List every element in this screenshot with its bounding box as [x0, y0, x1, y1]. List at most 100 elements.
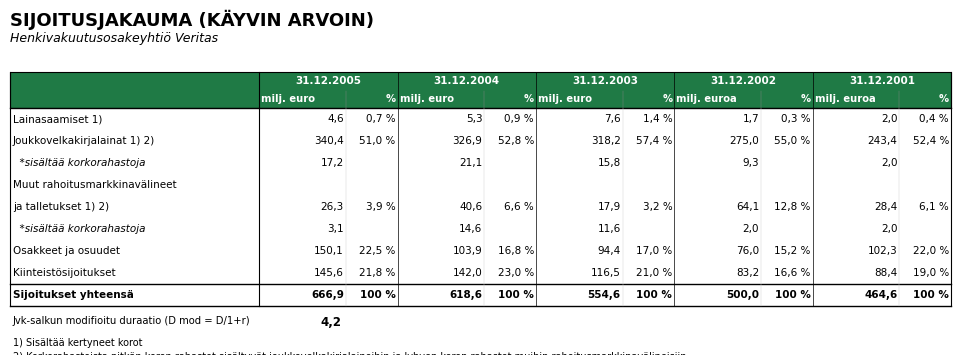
Text: 100 %: 100 %: [637, 290, 672, 300]
Bar: [10, 108, 951, 130]
Text: 26,3: 26,3: [320, 202, 344, 212]
Text: 464,6: 464,6: [864, 290, 898, 300]
Text: 22,5 %: 22,5 %: [360, 246, 396, 256]
Text: %: %: [939, 94, 949, 104]
Text: 9,3: 9,3: [742, 158, 759, 168]
Text: 19,0 %: 19,0 %: [913, 268, 949, 278]
Text: milj. euroa: milj. euroa: [676, 94, 737, 104]
Bar: [812, 91, 900, 108]
Text: 12,8 %: 12,8 %: [774, 202, 810, 212]
Text: 64,1: 64,1: [736, 202, 759, 212]
Text: 16,6 %: 16,6 %: [774, 268, 810, 278]
Text: 31.12.2005: 31.12.2005: [295, 76, 362, 87]
Bar: [622, 91, 674, 108]
Bar: [10, 174, 951, 196]
Bar: [10, 240, 951, 262]
Text: 500,0: 500,0: [726, 290, 759, 300]
Text: 21,8 %: 21,8 %: [360, 268, 396, 278]
Bar: [10, 196, 951, 218]
Bar: [259, 91, 346, 108]
Text: 1,4 %: 1,4 %: [643, 114, 672, 124]
Text: 51,0 %: 51,0 %: [360, 136, 396, 146]
Text: 2) Korkorahastoista pitkän koron rahastot sisältyvät joukkovelkakirjalainoihin j: 2) Korkorahastoista pitkän koron rahasto…: [13, 352, 687, 355]
Text: 3,1: 3,1: [327, 224, 344, 234]
Bar: [10, 262, 951, 284]
Text: 16,8 %: 16,8 %: [498, 246, 534, 256]
Text: 145,6: 145,6: [315, 268, 344, 278]
Text: Joukkovelkakirjalainat 1) 2): Joukkovelkakirjalainat 1) 2): [13, 136, 155, 146]
Text: 3,9 %: 3,9 %: [365, 202, 396, 212]
Text: ja talletukset 1) 2): ja talletukset 1) 2): [13, 202, 109, 212]
Text: 1,7: 1,7: [742, 114, 759, 124]
Bar: [346, 91, 398, 108]
Text: 6,1 %: 6,1 %: [920, 202, 949, 212]
Bar: [761, 91, 812, 108]
Bar: [10, 72, 951, 108]
Text: 100 %: 100 %: [913, 290, 949, 300]
Text: 31.12.2001: 31.12.2001: [849, 76, 915, 87]
Bar: [10, 218, 951, 240]
Text: 7,6: 7,6: [604, 114, 620, 124]
Text: 4,2: 4,2: [320, 316, 341, 329]
Text: 326,9: 326,9: [453, 136, 482, 146]
Bar: [674, 72, 812, 91]
Text: 15,2 %: 15,2 %: [774, 246, 810, 256]
Text: 100 %: 100 %: [775, 290, 810, 300]
Text: 275,0: 275,0: [729, 136, 759, 146]
Text: Sijoitukset yhteensä: Sijoitukset yhteensä: [13, 290, 134, 300]
Text: 17,0 %: 17,0 %: [636, 246, 672, 256]
Text: 15,8: 15,8: [597, 158, 620, 168]
Text: 28,4: 28,4: [875, 202, 898, 212]
Bar: [10, 72, 259, 91]
Text: 52,4 %: 52,4 %: [913, 136, 949, 146]
Text: 554,6: 554,6: [588, 290, 620, 300]
Text: Muut rahoitusmarkkinavälineet: Muut rahoitusmarkkinavälineet: [13, 180, 176, 190]
Text: Jvk-salkun modifioitu duraatio (D mod = D/1+r): Jvk-salkun modifioitu duraatio (D mod = …: [13, 316, 250, 326]
Text: 618,6: 618,6: [450, 290, 482, 300]
Bar: [10, 284, 951, 306]
Text: 6,6 %: 6,6 %: [504, 202, 534, 212]
Text: 23,0 %: 23,0 %: [498, 268, 534, 278]
Text: *sisältää korkorahastoja: *sisältää korkorahastoja: [13, 158, 146, 168]
Text: 2,0: 2,0: [881, 224, 898, 234]
Text: 102,3: 102,3: [868, 246, 898, 256]
Text: 31.12.2002: 31.12.2002: [711, 76, 777, 87]
Text: %: %: [524, 94, 534, 104]
Text: 150,1: 150,1: [315, 246, 344, 256]
Bar: [536, 72, 674, 91]
Text: Osakkeet ja osuudet: Osakkeet ja osuudet: [13, 246, 120, 256]
Text: milj. euro: milj. euro: [400, 94, 454, 104]
Text: 0,3 %: 0,3 %: [781, 114, 810, 124]
Text: 17,9: 17,9: [597, 202, 620, 212]
Text: 5,3: 5,3: [466, 114, 482, 124]
Text: 0,4 %: 0,4 %: [920, 114, 949, 124]
Text: milj. euro: milj. euro: [261, 94, 316, 104]
Text: 88,4: 88,4: [875, 268, 898, 278]
Text: 94,4: 94,4: [597, 246, 620, 256]
Bar: [536, 91, 622, 108]
Text: 4,6: 4,6: [327, 114, 344, 124]
Bar: [259, 72, 398, 91]
Text: 31.12.2003: 31.12.2003: [573, 76, 638, 87]
Text: 142,0: 142,0: [453, 268, 482, 278]
Text: 22,0 %: 22,0 %: [913, 246, 949, 256]
Text: 40,6: 40,6: [459, 202, 482, 212]
Text: 11,6: 11,6: [597, 224, 620, 234]
Text: Henkivakuutusosakeyhtiö Veritas: Henkivakuutusosakeyhtiö Veritas: [10, 32, 218, 45]
Text: 17,2: 17,2: [320, 158, 344, 168]
Text: 100 %: 100 %: [498, 290, 534, 300]
Text: 55,0 %: 55,0 %: [775, 136, 810, 146]
Text: 0,9 %: 0,9 %: [504, 114, 534, 124]
Bar: [10, 152, 951, 174]
Text: 340,4: 340,4: [315, 136, 344, 146]
Text: 318,2: 318,2: [591, 136, 620, 146]
Text: 103,9: 103,9: [453, 246, 482, 256]
Text: 57,4 %: 57,4 %: [636, 136, 672, 146]
Text: %: %: [386, 94, 396, 104]
Text: 2,0: 2,0: [881, 114, 898, 124]
Text: Kiinteistösijoitukset: Kiinteistösijoitukset: [13, 268, 116, 278]
Bar: [10, 130, 951, 152]
Text: SIJOITUSJAKAUMA (KÄYVIN ARVOIN): SIJOITUSJAKAUMA (KÄYVIN ARVOIN): [10, 10, 374, 30]
Text: *sisältää korkorahastoja: *sisältää korkorahastoja: [13, 224, 146, 234]
Text: milj. euroa: milj. euroa: [814, 94, 876, 104]
